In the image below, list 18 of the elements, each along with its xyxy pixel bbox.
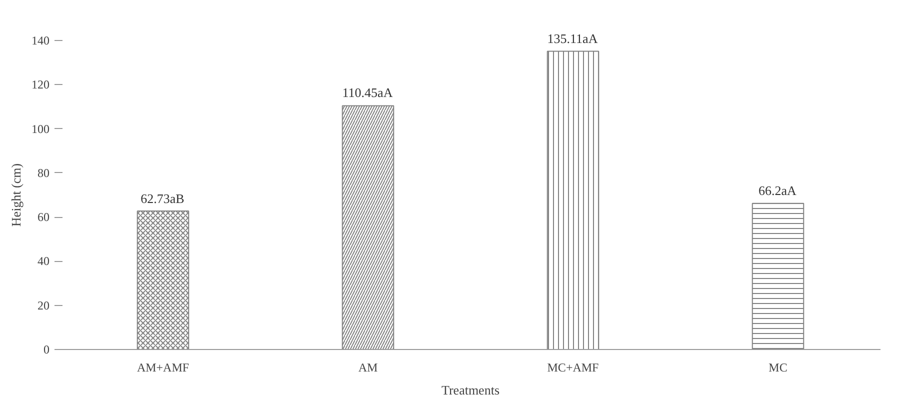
data-label: 62.73aB bbox=[140, 190, 184, 207]
data-label: 135.11aA bbox=[547, 30, 598, 47]
y-axis-title: Height (cm) bbox=[8, 163, 24, 227]
x-tick-label: MC+AMF bbox=[547, 360, 600, 374]
y-tick-label: 60 bbox=[38, 210, 50, 224]
x-axis-title: Treatments bbox=[441, 382, 500, 398]
data-label: 110.45aA bbox=[342, 85, 393, 102]
y-tick-label: 140 bbox=[32, 34, 50, 48]
y-tick-label: 0 bbox=[44, 342, 50, 356]
y-tick-label: 80 bbox=[38, 166, 50, 180]
x-tick-label: MC bbox=[768, 360, 788, 374]
data-label: 66.2aA bbox=[758, 182, 796, 199]
y-tick-label: 40 bbox=[38, 254, 50, 268]
y-tick-label: 100 bbox=[32, 122, 50, 136]
y-tick-label: 120 bbox=[32, 78, 50, 92]
y-tick-label: 20 bbox=[38, 298, 50, 312]
x-tick-label: AM bbox=[358, 360, 378, 374]
x-tick-label: AM+AMF bbox=[136, 360, 190, 374]
